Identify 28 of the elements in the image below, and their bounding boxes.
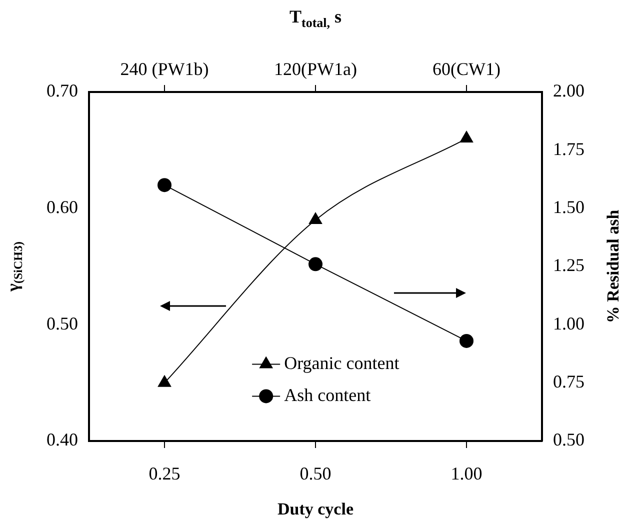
point xyxy=(158,178,172,192)
x-tick-label: 0.25 xyxy=(148,464,180,484)
y-tick-label: 0.60 xyxy=(46,197,78,218)
legend-label: Organic content xyxy=(284,352,400,373)
point xyxy=(460,334,474,348)
text: 60(CW1) xyxy=(432,58,500,79)
point xyxy=(308,212,322,224)
y2-tick-label: 1.25 xyxy=(553,255,584,276)
y2-tick-label: 1.75 xyxy=(553,138,584,159)
text: 120(PW1a) xyxy=(274,58,357,79)
point xyxy=(158,374,172,387)
point xyxy=(460,130,474,143)
y2-tick-label: 0.50 xyxy=(553,430,584,450)
x-tick-label: 1.00 xyxy=(450,464,482,484)
y-axis-title: γ(SiCH3) xyxy=(3,242,26,292)
x-tick-label: 0.50 xyxy=(300,464,332,484)
point xyxy=(308,257,322,272)
y-tick-label: 0.40 xyxy=(46,430,78,450)
y2-tick-label: 2.00 xyxy=(553,80,584,101)
y2-axis-title: % Residual ash xyxy=(603,209,622,324)
y2-tick-label: 1.50 xyxy=(553,197,584,218)
y-tick-label: 0.50 xyxy=(46,313,78,334)
text: 240 (PW1b) xyxy=(120,58,209,79)
y2-tick-label: 0.75 xyxy=(553,372,584,392)
y2-tick-label: 1.00 xyxy=(553,313,584,334)
y-tick-label: 0.70 xyxy=(46,80,78,101)
x-axis-title: Duty cycle xyxy=(278,499,354,518)
legend-label: Ash content xyxy=(284,384,371,405)
